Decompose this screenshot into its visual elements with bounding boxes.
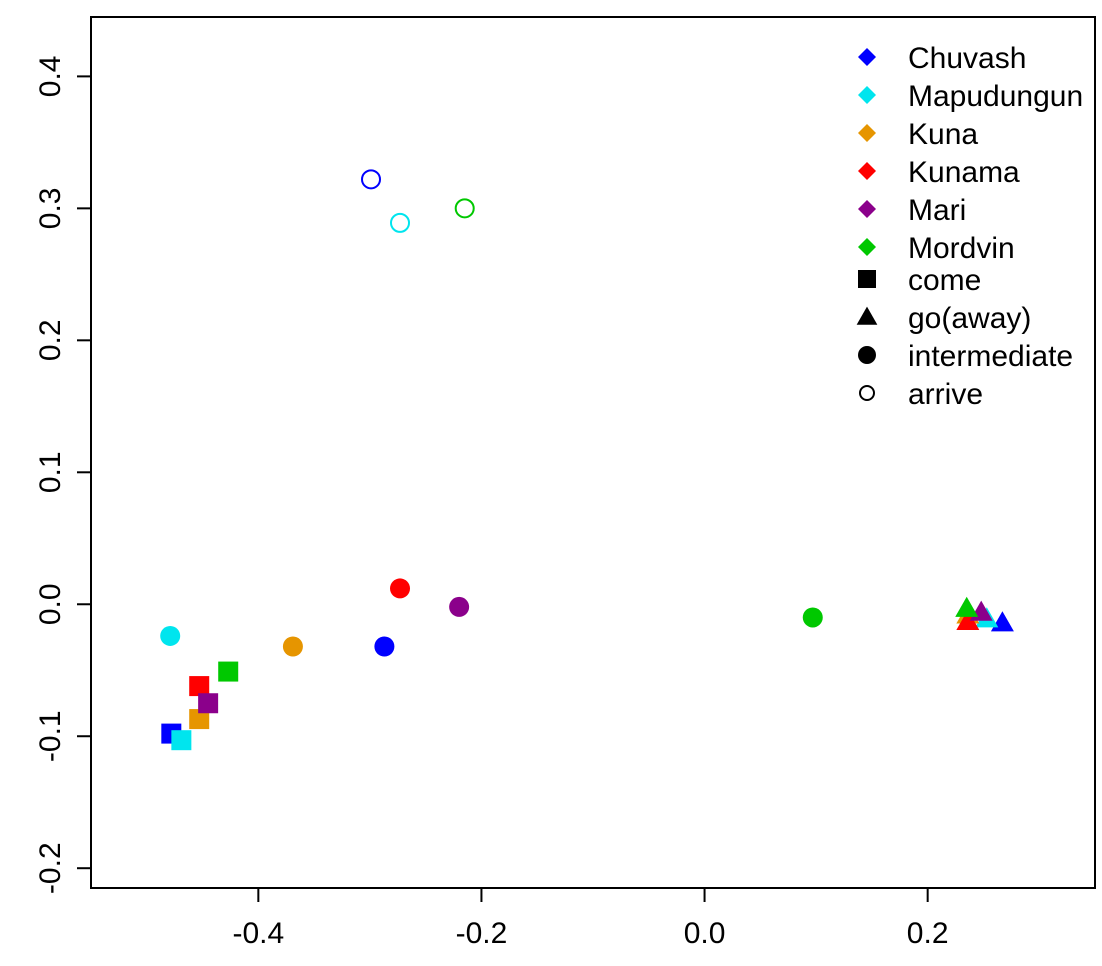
y-tick-label: 0.2	[34, 319, 67, 361]
data-points	[160, 169, 1014, 751]
point-mapudungun-square	[171, 730, 192, 751]
legend-label-come: come	[908, 264, 981, 297]
point-kunama-triangle	[956, 609, 980, 631]
legend-diamond-icon	[858, 238, 876, 256]
legend-label-intermediate: intermediate	[908, 340, 1073, 373]
legend-diamond-icon	[858, 200, 876, 218]
point-chuvash-circle	[374, 636, 395, 657]
point-kuna-square	[189, 709, 210, 730]
legend-diamond-icon	[858, 162, 876, 180]
point-mapudungun-open-circle	[390, 212, 411, 233]
legend-label-goaway: go(away)	[908, 302, 1031, 335]
point-mordvin-circle	[802, 607, 823, 628]
legend-triangle-icon	[856, 306, 878, 325]
legend-label-mapudungun: Mapudungun	[908, 80, 1083, 113]
x-tick-label: -0.4	[232, 917, 284, 950]
legend-diamond-icon	[858, 124, 876, 142]
point-kunama-circle	[390, 578, 411, 599]
legend-diamond-icon	[858, 48, 876, 66]
legend: Chuvash Mapudungun Kuna Kunama Mari Mordvinco…	[856, 42, 1083, 411]
point-mordvin-triangle	[955, 596, 979, 617]
x-tick-label: 0.2	[907, 917, 949, 950]
point-chuvash-open-circle	[361, 169, 382, 190]
legend-label-chuvash: Chuvash	[908, 42, 1026, 75]
x-axis: -0.4 -0.2 0.0 0.2	[232, 887, 949, 950]
legend-square-icon	[858, 270, 876, 288]
legend-label-arrive: arrive	[908, 378, 983, 411]
legend-label-mordvin: Mordvin	[908, 232, 1015, 265]
legend-label-mari: Mari	[908, 194, 966, 227]
legend-label-kuna: Kuna	[908, 118, 978, 151]
y-tick-label: -0.1	[34, 710, 67, 762]
legend-label-kunama: Kunama	[908, 156, 1020, 189]
y-tick-label: 0.1	[34, 451, 67, 493]
y-tick-label: -0.2	[34, 842, 67, 894]
legend-circle-icon	[858, 346, 876, 364]
y-axis: -0.2 -0.1 0.0 0.1 0.2 0.3 0.4	[34, 56, 92, 894]
y-tick-label: 0.3	[34, 187, 67, 229]
point-mordvin-square	[218, 661, 239, 682]
point-mari-square	[198, 693, 219, 714]
point-mapudungun-circle	[160, 625, 181, 646]
legend-open-circle-icon	[859, 385, 875, 401]
y-tick-label: 0.0	[34, 583, 67, 625]
point-mari-circle	[449, 596, 470, 617]
x-tick-label: -0.2	[456, 917, 508, 950]
point-kunama-square	[189, 676, 210, 697]
point-mordvin-open-circle	[454, 198, 475, 219]
point-kuna-circle	[282, 636, 303, 657]
y-tick-label: 0.4	[34, 56, 67, 98]
legend-diamond-icon	[858, 86, 876, 104]
x-tick-label: 0.0	[684, 917, 726, 950]
